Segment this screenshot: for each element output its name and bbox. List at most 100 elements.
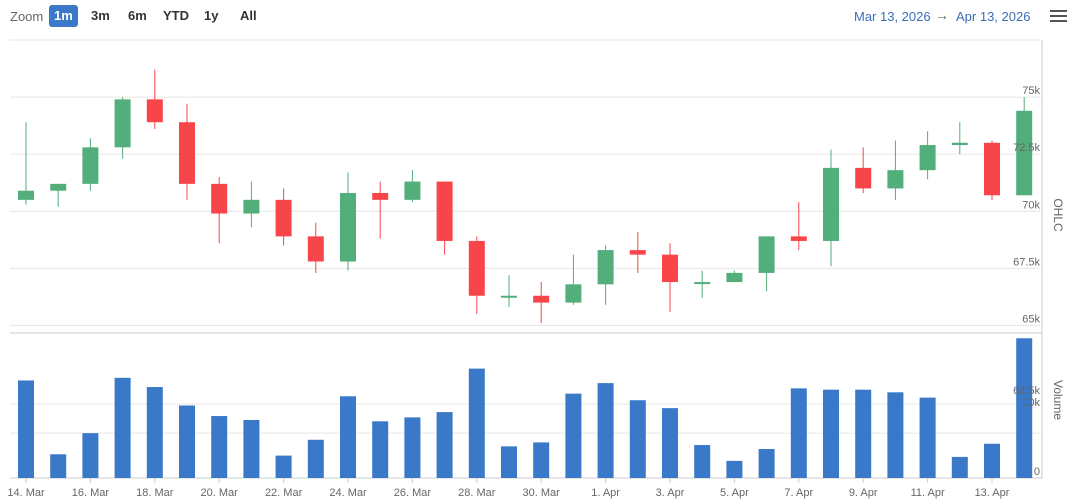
candle bbox=[275, 188, 292, 246]
candle bbox=[790, 202, 807, 251]
x-tick-label: 24. Mar bbox=[329, 487, 367, 499]
candle bbox=[179, 103, 195, 200]
ohlc-y-tick-label: 70k bbox=[1022, 199, 1040, 211]
candle bbox=[694, 270, 711, 299]
candle bbox=[1016, 97, 1033, 196]
volume-bar bbox=[468, 368, 485, 478]
hamburger-menu-icon[interactable] bbox=[1050, 10, 1067, 24]
x-tick-label: 18. Mar bbox=[136, 487, 174, 499]
volume-axis-title: Volume bbox=[1051, 380, 1065, 420]
volume-bar bbox=[1016, 338, 1033, 478]
candle bbox=[533, 282, 550, 324]
x-axis-ticks: 14. Mar 16. Mar 18. Mar 20. Mar 22. Mar 24. M… bbox=[7, 478, 1010, 499]
volume-bar bbox=[694, 445, 711, 478]
volume-bar bbox=[372, 421, 389, 478]
candle bbox=[565, 254, 582, 305]
x-tick-label: 16. Mar bbox=[72, 487, 110, 499]
zoom-6m-button[interactable]: 6m bbox=[128, 8, 147, 23]
candle bbox=[823, 149, 839, 267]
range-to-input[interactable]: Apr 13, 2026 bbox=[956, 9, 1031, 24]
candle-body bbox=[726, 272, 743, 283]
candle bbox=[887, 140, 904, 200]
candle-body bbox=[790, 236, 807, 241]
candle bbox=[436, 181, 453, 255]
candle-body bbox=[855, 167, 872, 189]
x-tick-label: 28. Mar bbox=[458, 487, 496, 499]
volume-y-tick-label: 10k bbox=[1022, 397, 1040, 409]
x-tick-label: 26. Mar bbox=[394, 487, 432, 499]
candle-body bbox=[951, 142, 968, 146]
zoom-3m-button[interactable]: 3m bbox=[91, 8, 110, 23]
zoom-ytd-button[interactable]: YTD bbox=[163, 8, 189, 23]
chart-toolbar: Zoom 1m 3m 6m YTD 1y All Mar 13, 2026 → … bbox=[0, 0, 1072, 34]
volume-bar bbox=[597, 383, 614, 478]
candle-body bbox=[18, 190, 34, 200]
candle bbox=[468, 236, 485, 315]
candle bbox=[18, 122, 34, 205]
volume-bar bbox=[146, 387, 163, 478]
candle-body bbox=[468, 240, 485, 296]
candle-body bbox=[597, 250, 614, 285]
volume-bar bbox=[919, 397, 936, 478]
candle-body bbox=[984, 142, 1000, 196]
volume-bar bbox=[790, 388, 807, 478]
x-tick-label: 22. Mar bbox=[265, 487, 303, 499]
volume-bar bbox=[501, 446, 517, 478]
zoom-1y-button[interactable]: 1y bbox=[204, 8, 219, 23]
candle-body bbox=[404, 181, 421, 200]
candle bbox=[50, 183, 67, 207]
candle-body bbox=[436, 181, 453, 241]
candle-body bbox=[1016, 110, 1033, 196]
volume-series bbox=[18, 338, 1033, 478]
volume-bar bbox=[629, 400, 646, 478]
ohlc-y-tick-label: 65k bbox=[1022, 313, 1040, 325]
volume-y-tick-label: 62.5k bbox=[1013, 385, 1040, 397]
x-tick-label: 7. Apr bbox=[784, 487, 813, 499]
candle-body bbox=[146, 99, 163, 123]
candle bbox=[855, 147, 872, 193]
volume-bar bbox=[82, 433, 99, 478]
candle bbox=[340, 172, 356, 271]
volume-bar bbox=[533, 442, 550, 478]
x-tick-label: 3. Apr bbox=[656, 487, 685, 499]
volume-bar bbox=[758, 449, 775, 478]
candle bbox=[758, 236, 775, 292]
volume-bar bbox=[404, 417, 421, 478]
volume-bar bbox=[887, 392, 904, 478]
grid-lines bbox=[10, 39, 1043, 479]
volume-y-tick-label: 0 bbox=[1034, 466, 1040, 478]
candle-body bbox=[887, 170, 904, 189]
volume-bar bbox=[436, 412, 453, 478]
volume-bar bbox=[18, 380, 34, 478]
x-tick-label: 20. Mar bbox=[201, 487, 239, 499]
candle bbox=[951, 122, 968, 155]
volume-bar bbox=[114, 377, 131, 478]
candle bbox=[726, 270, 743, 283]
candle-body bbox=[340, 192, 356, 262]
volume-bar bbox=[823, 389, 839, 478]
range-arrow: → bbox=[935, 7, 949, 23]
zoom-1m-button[interactable]: 1m bbox=[49, 5, 78, 27]
candle-body bbox=[211, 183, 228, 214]
candle bbox=[501, 275, 517, 308]
candle bbox=[662, 243, 678, 312]
ohlc-y-tick-label: 72.5k bbox=[1013, 142, 1040, 154]
x-tick-label: 13. Apr bbox=[975, 487, 1010, 499]
candle bbox=[597, 245, 614, 305]
x-tick-label: 11. Apr bbox=[911, 487, 945, 499]
range-from-input[interactable]: Mar 13, 2026 bbox=[854, 9, 931, 24]
volume-bar bbox=[726, 460, 743, 478]
x-tick-label: 14. Mar bbox=[7, 487, 45, 499]
volume-bar bbox=[340, 396, 356, 478]
zoom-all-button[interactable]: All bbox=[240, 8, 257, 23]
candle-body bbox=[533, 295, 550, 303]
volume-bar bbox=[307, 439, 324, 478]
candle bbox=[984, 140, 1000, 200]
candle-body bbox=[629, 250, 646, 255]
candle-body bbox=[114, 99, 131, 148]
volume-bar bbox=[50, 454, 67, 478]
candle bbox=[307, 222, 324, 273]
volume-bar bbox=[565, 393, 582, 478]
